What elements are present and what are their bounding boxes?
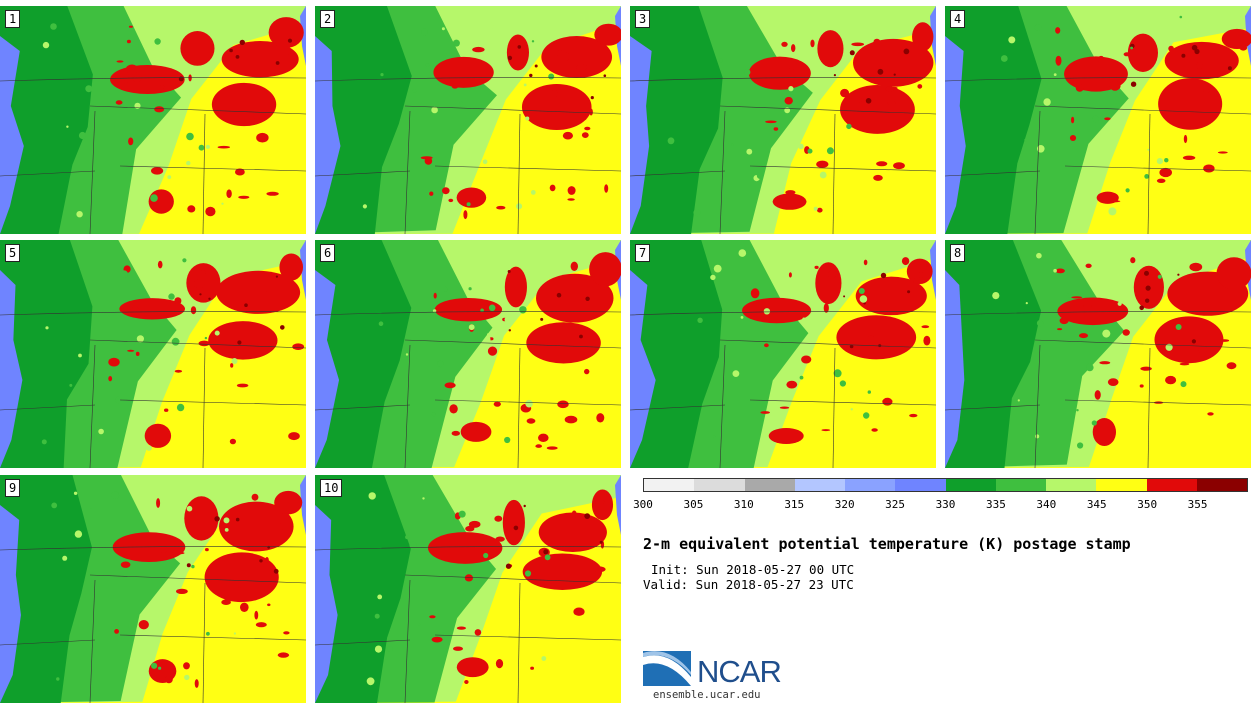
colorbar-segment bbox=[1146, 479, 1197, 491]
postage-stamp-panel: 8 bbox=[945, 240, 1251, 468]
colorbar-segment bbox=[744, 479, 795, 491]
ensemble-member-map bbox=[945, 6, 1251, 234]
colorbar-tick-label: 325 bbox=[885, 498, 906, 511]
colorbar-segment bbox=[1046, 479, 1097, 491]
colorbar-tick-label: 300 bbox=[633, 498, 653, 511]
ensemble-member-map bbox=[0, 6, 306, 234]
colorbar-segment bbox=[694, 479, 745, 491]
member-number-label: 9 bbox=[5, 479, 21, 497]
figure-title: 2-m equivalent potential temperature (K)… bbox=[643, 535, 1131, 553]
postage-stamp-panel: 5 bbox=[0, 240, 306, 468]
colorbar-segment bbox=[1196, 479, 1247, 491]
ncar-logo-text: NCAR bbox=[697, 654, 782, 689]
postage-stamp-panel: 9 bbox=[0, 475, 306, 703]
member-number-label: 8 bbox=[950, 244, 966, 262]
colorbar-segment bbox=[845, 479, 896, 491]
colorbar-tick-label: 335 bbox=[985, 498, 1006, 511]
colorbar-tick-label: 350 bbox=[1137, 498, 1158, 511]
member-number-label: 6 bbox=[320, 244, 336, 262]
member-number-label: 2 bbox=[320, 10, 336, 28]
colorbar-tick-label: 310 bbox=[733, 498, 754, 511]
colorbar-tick-label: 320 bbox=[834, 498, 855, 511]
member-number-label: 3 bbox=[635, 10, 651, 28]
colorbar-segment bbox=[1096, 479, 1147, 491]
ensemble-member-map bbox=[0, 240, 306, 468]
postage-stamp-panel: 3 bbox=[630, 6, 936, 234]
ensemble-member-map bbox=[315, 6, 621, 234]
colorbar-tick-label: 330 bbox=[935, 498, 956, 511]
colorbar-segment bbox=[945, 479, 996, 491]
ensemble-member-map bbox=[630, 240, 936, 468]
postage-stamp-panel: 1 bbox=[0, 6, 306, 234]
ensemble-member-map bbox=[945, 240, 1251, 468]
colorbar-tick-label: 305 bbox=[683, 498, 704, 511]
member-number-label: 1 bbox=[5, 10, 21, 28]
member-number-label: 10 bbox=[320, 479, 343, 497]
colorbar-segment bbox=[895, 479, 946, 491]
site-url: ensemble.ucar.edu bbox=[653, 689, 761, 701]
ensemble-member-map bbox=[315, 240, 621, 468]
ensemble-member-map bbox=[315, 475, 621, 703]
colorbar-tick-label: 355 bbox=[1187, 498, 1208, 511]
postage-stamp-panel: 2 bbox=[315, 6, 621, 234]
ensemble-member-map bbox=[0, 475, 306, 703]
colorbar bbox=[643, 478, 1248, 492]
postage-stamp-panel: 7 bbox=[630, 240, 936, 468]
colorbar-tick-label: 345 bbox=[1086, 498, 1107, 511]
init-time: Init: Sun 2018-05-27 00 UTC bbox=[651, 562, 855, 577]
postage-stamp-panel: 4 bbox=[945, 6, 1251, 234]
colorbar-segment bbox=[794, 479, 845, 491]
member-number-label: 4 bbox=[950, 10, 966, 28]
colorbar-segment bbox=[644, 479, 695, 491]
colorbar-tick-label: 340 bbox=[1036, 498, 1057, 511]
member-number-label: 5 bbox=[5, 244, 21, 262]
ncar-logo-icon bbox=[643, 651, 691, 686]
valid-time: Valid: Sun 2018-05-27 23 UTC bbox=[643, 577, 854, 592]
ensemble-member-map bbox=[630, 6, 936, 234]
colorbar-tick-label: 315 bbox=[784, 498, 805, 511]
postage-stamp-panel: 10 bbox=[315, 475, 621, 703]
postage-stamp-panel: 6 bbox=[315, 240, 621, 468]
member-number-label: 7 bbox=[635, 244, 651, 262]
colorbar-segment bbox=[995, 479, 1046, 491]
